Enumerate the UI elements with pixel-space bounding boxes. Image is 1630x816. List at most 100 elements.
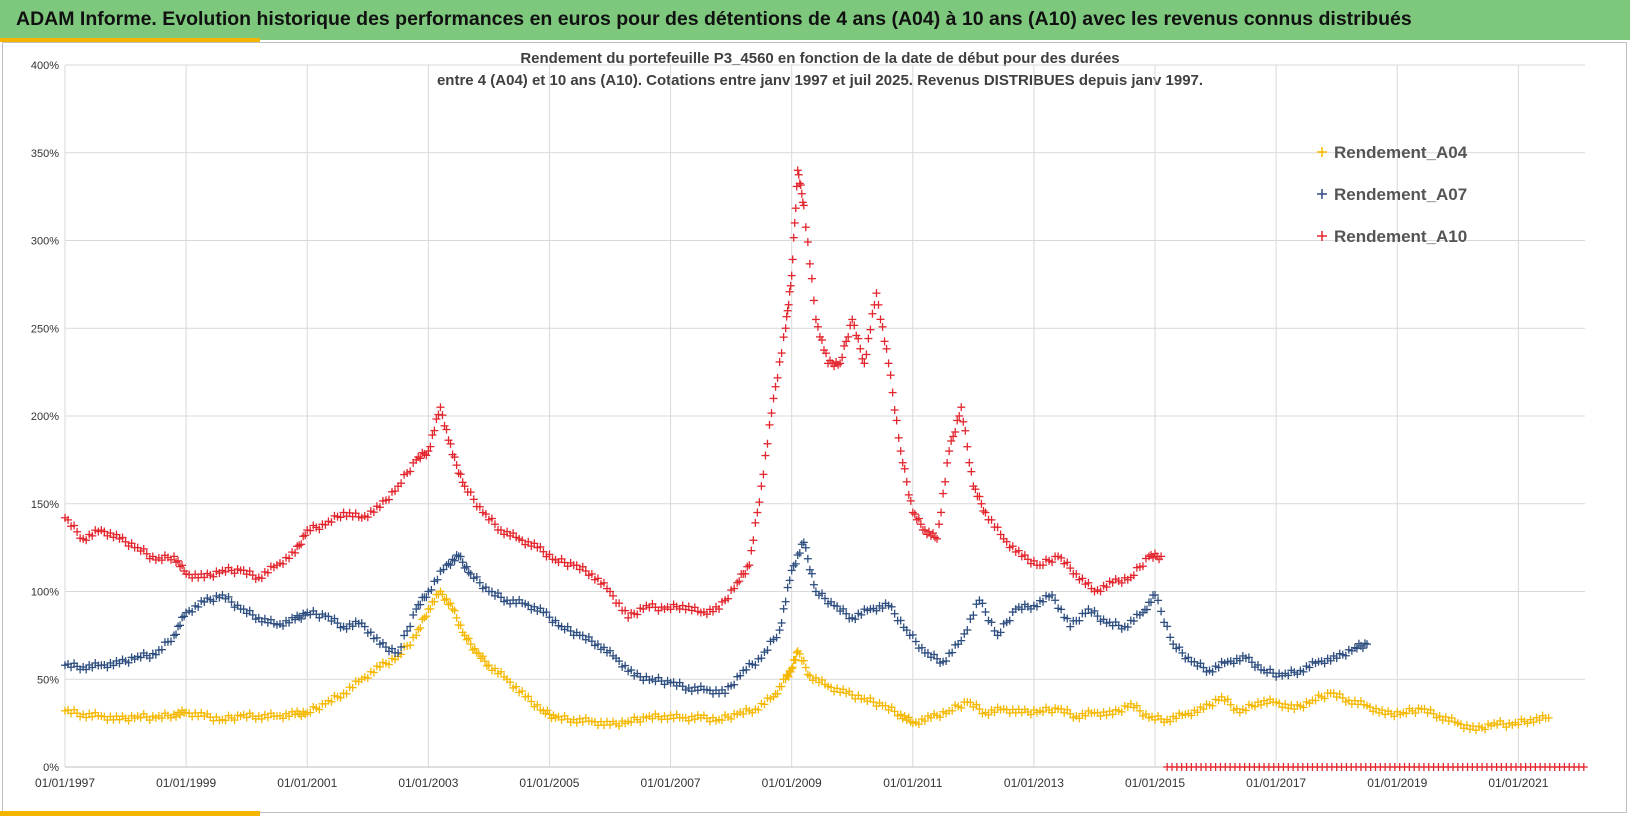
data-point-interp [1187,711,1196,720]
data-point-interp [1093,612,1102,621]
data-point-interp [242,713,251,722]
data-point-interp [439,565,448,574]
data-point [872,289,881,298]
data-point-interp [965,458,974,467]
data-point-interp [805,565,814,574]
data-point-interp [990,626,999,635]
data-point-interp [783,583,792,592]
data-point-interp [785,287,794,296]
data-point [424,447,433,456]
data-point-interp [1247,658,1256,667]
data-point-interp [127,539,136,548]
data-point-interp [811,673,820,682]
data-point-interp [615,599,624,608]
data-point-interp [984,710,993,719]
data-point-interp [444,600,453,609]
data-point-interp [777,349,786,358]
data-point-interp [475,502,484,511]
data-point-interp [1147,598,1156,607]
data-point-interp [446,599,455,608]
data-point-interp [1026,710,1035,719]
data-point-interp [727,714,736,723]
data-point-interp [403,626,412,635]
data-point [1544,713,1553,722]
data-point-interp [1135,706,1144,715]
data-point-interp [795,649,804,658]
data-point-interp [430,597,439,606]
data-point-interp [178,561,187,570]
data-point [460,482,469,491]
data-point-interp [904,713,913,722]
legend-label: Rendement_A04 [1334,143,1468,162]
data-point [957,403,966,412]
data-point-interp [967,467,976,476]
data-point-interp [923,648,932,657]
data-point-interp [124,716,133,725]
data-point-interp [545,613,554,622]
data-point-interp [854,334,863,343]
data-point-interp [599,643,608,652]
data-point-interp [1299,703,1308,712]
data-point [920,526,929,535]
data-point-interp [106,529,115,538]
data-point-interp [1084,578,1093,587]
data-point-interp [978,599,987,608]
data-point-interp [446,439,455,448]
data-point [606,587,615,596]
data-point-interp [1166,633,1175,642]
data-point-interp [464,634,473,643]
data-point-interp [890,406,899,415]
data-point-interp [145,654,154,663]
data-point-interp [1008,542,1017,551]
data-point-interp [730,680,739,689]
data-point-interp [813,322,822,331]
chart-title-line-2: entre 4 (A04) et 10 ans (A10). Cotations… [436,72,1204,89]
data-point [805,671,814,680]
x-tick-label: 01/01/2007 [641,776,701,790]
data-point-interp [1039,561,1048,570]
data-point-interp [295,541,304,550]
data-point-interp [1284,671,1293,680]
data-point-interp [910,510,919,519]
data-point-interp [194,602,203,611]
legend: Rendement_A04 Rendement_A07 Rendement_A10 [1317,143,1468,246]
data-point-interp [542,608,551,617]
x-tick-label: 01/01/2019 [1367,776,1427,790]
data-point-interp [472,572,481,581]
data-point-interp [1481,725,1490,734]
x-tick-label: 01/01/2015 [1125,776,1185,790]
data-point [896,710,905,719]
data-point-interp [969,611,978,620]
accent-bar-bottom [0,811,260,816]
data-point-interp [920,717,929,726]
data-point-interp [112,530,121,539]
data-point-interp [801,223,810,232]
data-point-interp [803,670,812,679]
data-point-interp [842,609,851,618]
data-point [908,508,917,517]
data-point-interp [851,615,860,624]
data-point-interp [1244,653,1253,662]
legend-label: Rendement_A07 [1334,185,1467,204]
data-point-interp [979,506,988,515]
data-point-interp [224,592,233,601]
data-point [775,626,784,635]
data-point-interp [458,558,467,567]
data-point-interp [426,442,435,451]
data-point-interp [70,521,79,530]
legend-item: Rendement_A04 [1317,143,1468,162]
title-banner: ADAM Informe. Evolution historique des p… [0,0,1630,40]
data-point [799,538,808,547]
data-point-interp [775,357,784,366]
data-point-interp [912,515,921,524]
accent-bar-top [0,38,260,42]
data-point-interp [1226,700,1235,709]
data-point-interp [527,697,536,706]
data-point-interp [406,467,415,476]
data-point-interp [481,583,490,592]
data-point-interp [1193,708,1202,717]
data-point-interp [1057,605,1066,614]
x-tick-label: 01/01/2009 [762,776,822,790]
data-point-interp [754,705,763,714]
data-point-interp [959,417,968,426]
